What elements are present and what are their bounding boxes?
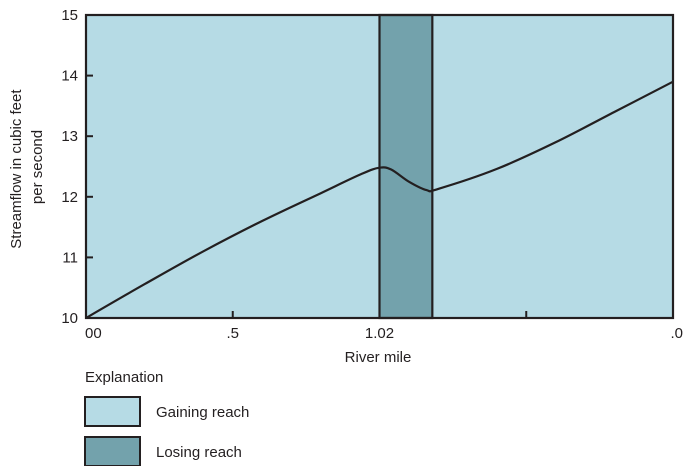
y-axis-title: Streamflow in cubic feet per second <box>8 85 46 248</box>
y-axis: 10 11 12 13 14 15 <box>61 7 93 327</box>
x-tick-label-0: 00 <box>85 325 102 342</box>
losing-reach-band <box>378 13 434 320</box>
y-axis-title-line-1: Streamflow in cubic feet <box>8 89 25 249</box>
legend-swatch-losing-reach <box>84 436 141 466</box>
x-axis: 00 .5 1.02 .0 <box>85 311 683 342</box>
y-tick-label-14: 14 <box>61 68 78 85</box>
y-tick-label-11: 11 <box>62 249 78 266</box>
legend-title: Explanation <box>85 369 163 386</box>
y-axis-title-line-2: per second <box>29 130 46 204</box>
y-tick-label-12: 12 <box>61 189 78 206</box>
legend-label-losing-reach: Losing reach <box>156 444 242 461</box>
x-axis-title: River mile <box>345 349 412 366</box>
y-tick-label-10: 10 <box>61 310 78 327</box>
y-tick-label-13: 13 <box>61 128 78 145</box>
y-tick-label-15: 15 <box>61 7 78 24</box>
x-tick-label-2: 1.02 <box>365 325 394 342</box>
legend-swatch-gaining-reach <box>84 396 141 427</box>
streamflow-line <box>85 80 674 319</box>
x-tick-label-4: .0 <box>670 325 683 342</box>
x-tick-label-1: .5 <box>226 325 239 342</box>
legend-label-gaining-reach: Gaining reach <box>156 404 249 421</box>
legend: Explanation Gaining reach Losing reach <box>84 369 249 466</box>
